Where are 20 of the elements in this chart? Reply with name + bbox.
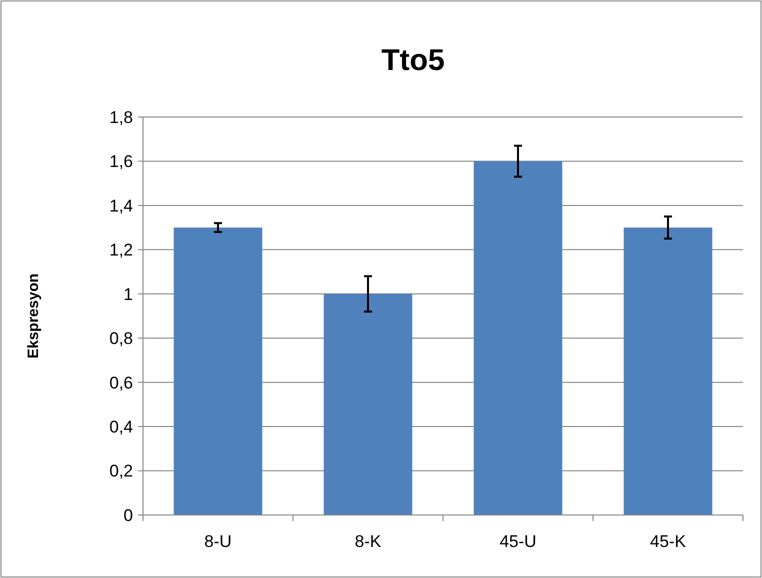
chart-title: Tto5 bbox=[381, 44, 445, 77]
y-tick-label: 1 bbox=[124, 284, 133, 304]
y-tick-label: 0,8 bbox=[109, 329, 133, 348]
y-tick-label: 1,2 bbox=[109, 240, 133, 260]
bar bbox=[174, 228, 262, 515]
bar bbox=[624, 228, 712, 515]
x-tick-label: 45-K bbox=[650, 532, 687, 551]
y-tick-label: 1,4 bbox=[109, 196, 133, 216]
x-tick-label: 45-U bbox=[500, 532, 536, 551]
y-axis-title: Ekspresyon bbox=[25, 273, 42, 359]
y-tick-label: 0 bbox=[124, 506, 133, 525]
y-tick-label: 0,2 bbox=[109, 462, 133, 481]
y-tick-label: 0,4 bbox=[109, 418, 133, 437]
bar bbox=[324, 294, 412, 515]
y-tick-label: 1,6 bbox=[109, 152, 133, 172]
bar bbox=[474, 161, 562, 515]
y-tick-label: 0,6 bbox=[109, 373, 133, 392]
x-tick-label: 8-K bbox=[354, 532, 382, 551]
y-tick-label: 1,8 bbox=[109, 108, 133, 127]
x-tick-label: 8-U bbox=[204, 532, 232, 551]
